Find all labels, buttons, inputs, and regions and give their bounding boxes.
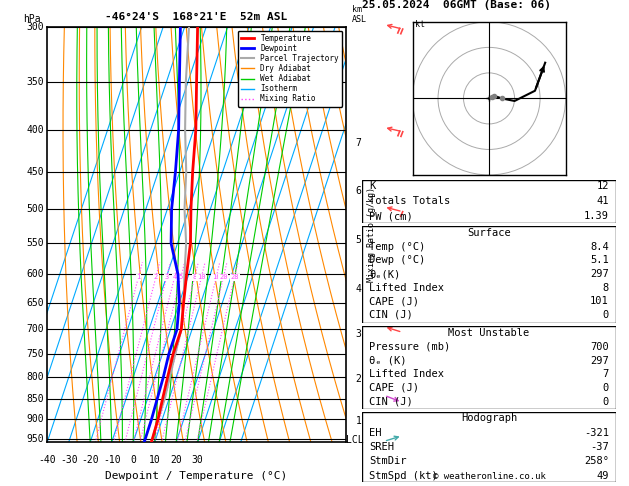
Text: StmDir: StmDir <box>369 456 407 467</box>
Text: 0: 0 <box>603 310 609 320</box>
Text: LCL: LCL <box>346 435 364 445</box>
Text: 28: 28 <box>230 274 239 280</box>
Text: 7: 7 <box>355 138 361 148</box>
Text: 1: 1 <box>136 274 140 280</box>
Text: SREH: SREH <box>369 442 394 452</box>
Text: Lifted Index: Lifted Index <box>369 283 444 293</box>
Text: 2: 2 <box>153 274 158 280</box>
Text: 297: 297 <box>590 269 609 279</box>
Text: 350: 350 <box>26 77 44 87</box>
Text: 3: 3 <box>165 274 169 280</box>
Text: 4: 4 <box>172 274 177 280</box>
Text: θₑ (K): θₑ (K) <box>369 356 407 365</box>
Text: PW (cm): PW (cm) <box>369 211 413 221</box>
Text: Surface: Surface <box>467 228 511 238</box>
Text: EH: EH <box>369 428 382 438</box>
Text: Mixing Ratio (g/kg): Mixing Ratio (g/kg) <box>367 187 376 282</box>
Text: Temp (°C): Temp (°C) <box>369 242 426 252</box>
Text: 650: 650 <box>26 298 44 308</box>
Text: Lifted Index: Lifted Index <box>369 369 444 379</box>
Text: kt: kt <box>415 20 425 29</box>
Text: 600: 600 <box>26 269 44 279</box>
Text: -40: -40 <box>38 455 56 465</box>
Text: 12: 12 <box>596 181 609 191</box>
Text: 700: 700 <box>26 325 44 334</box>
Text: 5.1: 5.1 <box>590 256 609 265</box>
Text: CAPE (J): CAPE (J) <box>369 296 420 306</box>
Text: 8: 8 <box>192 274 197 280</box>
Text: -321: -321 <box>584 428 609 438</box>
Text: 297: 297 <box>590 356 609 365</box>
Text: 550: 550 <box>26 238 44 248</box>
Text: -20: -20 <box>81 455 99 465</box>
Text: 20: 20 <box>219 274 228 280</box>
Text: -10: -10 <box>103 455 121 465</box>
Text: km
ASL: km ASL <box>352 5 367 24</box>
Text: 1: 1 <box>355 416 361 426</box>
Text: 800: 800 <box>26 372 44 382</box>
Text: 6: 6 <box>355 186 361 196</box>
Text: 0: 0 <box>603 383 609 393</box>
Text: Most Unstable: Most Unstable <box>448 328 530 338</box>
Text: 500: 500 <box>26 204 44 214</box>
Text: 16: 16 <box>212 274 220 280</box>
Text: hPa: hPa <box>23 14 41 24</box>
Text: Dewp (°C): Dewp (°C) <box>369 256 426 265</box>
Text: 0: 0 <box>603 397 609 407</box>
Text: -37: -37 <box>590 442 609 452</box>
Text: 20: 20 <box>170 455 182 465</box>
Text: 30: 30 <box>192 455 204 465</box>
Text: 450: 450 <box>26 167 44 176</box>
Legend: Temperature, Dewpoint, Parcel Trajectory, Dry Adiabat, Wet Adiabat, Isotherm, Mi: Temperature, Dewpoint, Parcel Trajectory… <box>238 31 342 106</box>
Text: 300: 300 <box>26 22 44 32</box>
Text: 700: 700 <box>590 342 609 352</box>
Text: 10: 10 <box>149 455 160 465</box>
Text: 5: 5 <box>179 274 183 280</box>
Text: CIN (J): CIN (J) <box>369 397 413 407</box>
Text: Dewpoint / Temperature (°C): Dewpoint / Temperature (°C) <box>106 471 287 481</box>
Text: 7: 7 <box>603 369 609 379</box>
Text: 950: 950 <box>26 434 44 444</box>
Text: Totals Totals: Totals Totals <box>369 196 450 206</box>
Text: 1.39: 1.39 <box>584 211 609 221</box>
Text: 0: 0 <box>130 455 136 465</box>
Text: 3: 3 <box>355 330 361 340</box>
Text: CIN (J): CIN (J) <box>369 310 413 320</box>
Text: 258°: 258° <box>584 456 609 467</box>
Text: CAPE (J): CAPE (J) <box>369 383 420 393</box>
Text: 850: 850 <box>26 394 44 404</box>
Text: 10: 10 <box>197 274 206 280</box>
Text: 400: 400 <box>26 124 44 135</box>
Text: 8: 8 <box>603 283 609 293</box>
Text: 101: 101 <box>590 296 609 306</box>
Text: θₑ(K): θₑ(K) <box>369 269 401 279</box>
Text: 41: 41 <box>596 196 609 206</box>
Text: © weatheronline.co.uk: © weatheronline.co.uk <box>433 472 545 481</box>
Text: Pressure (mb): Pressure (mb) <box>369 342 450 352</box>
Text: StmSpd (kt): StmSpd (kt) <box>369 471 438 481</box>
Text: Hodograph: Hodograph <box>461 414 517 423</box>
Text: -46°24'S  168°21'E  52m ASL: -46°24'S 168°21'E 52m ASL <box>106 12 287 22</box>
Text: 49: 49 <box>596 471 609 481</box>
Text: -30: -30 <box>60 455 77 465</box>
Text: 900: 900 <box>26 414 44 424</box>
Text: 25.05.2024  06GMT (Base: 06): 25.05.2024 06GMT (Base: 06) <box>362 0 550 10</box>
Text: 4: 4 <box>355 284 361 294</box>
Text: 750: 750 <box>26 349 44 359</box>
Text: 2: 2 <box>355 374 361 384</box>
Text: 8.4: 8.4 <box>590 242 609 252</box>
Text: K: K <box>369 181 376 191</box>
Text: 5: 5 <box>355 235 361 245</box>
